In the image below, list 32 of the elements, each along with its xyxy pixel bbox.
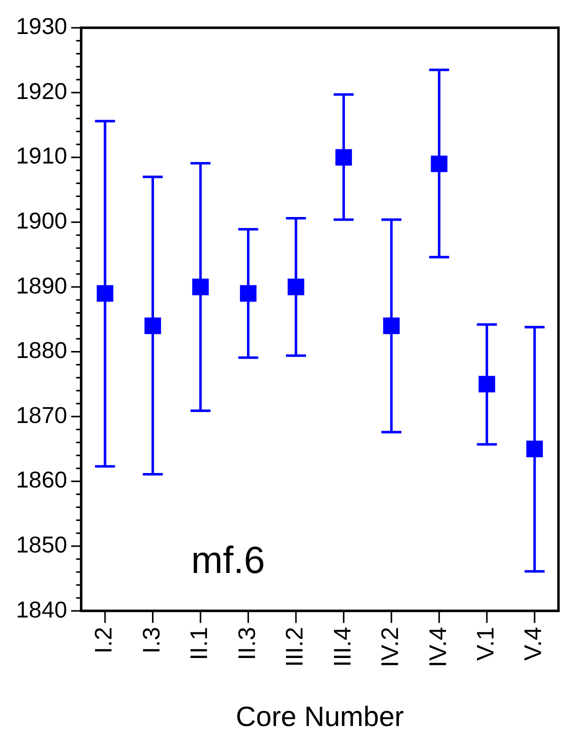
x-tick-label: V.1 (472, 626, 500, 661)
point (383, 318, 400, 334)
point (335, 149, 352, 166)
x-tick-label: I.2 (90, 626, 118, 654)
x-tick-label: III.4 (329, 626, 356, 667)
y-tick-label: 1920 (16, 78, 68, 104)
point (430, 156, 448, 172)
point (96, 285, 114, 302)
x-tick-label: III.2 (282, 626, 309, 667)
y-tick-label: 1910 (16, 142, 68, 169)
y-tick-label: 1870 (16, 402, 68, 428)
point (144, 318, 162, 334)
point (526, 440, 543, 458)
point (192, 278, 209, 296)
x-tick-label: II.3 (234, 626, 261, 660)
y-tick-label: 1850 (16, 531, 68, 558)
x-tick-label: IV.4 (424, 626, 452, 668)
point (478, 376, 496, 392)
x-tick-label: II.1 (186, 626, 214, 660)
point (288, 278, 304, 296)
y-tick-label: 1930 (16, 13, 68, 40)
x-tick-label: IV.2 (377, 626, 404, 668)
annotation: mf.6 (191, 540, 266, 582)
point (240, 285, 256, 302)
y-tick-label: 1880 (16, 337, 68, 364)
x-axis-title: Core Number (236, 700, 404, 732)
x-tick-label: I.3 (138, 626, 166, 654)
x-tick-label: V.4 (520, 626, 548, 661)
y-tick-label: 1900 (16, 208, 68, 234)
y-tick-label: 1890 (16, 272, 68, 298)
y-tick-label: 1860 (16, 466, 68, 493)
y-tick-label: 1840 (16, 596, 68, 622)
